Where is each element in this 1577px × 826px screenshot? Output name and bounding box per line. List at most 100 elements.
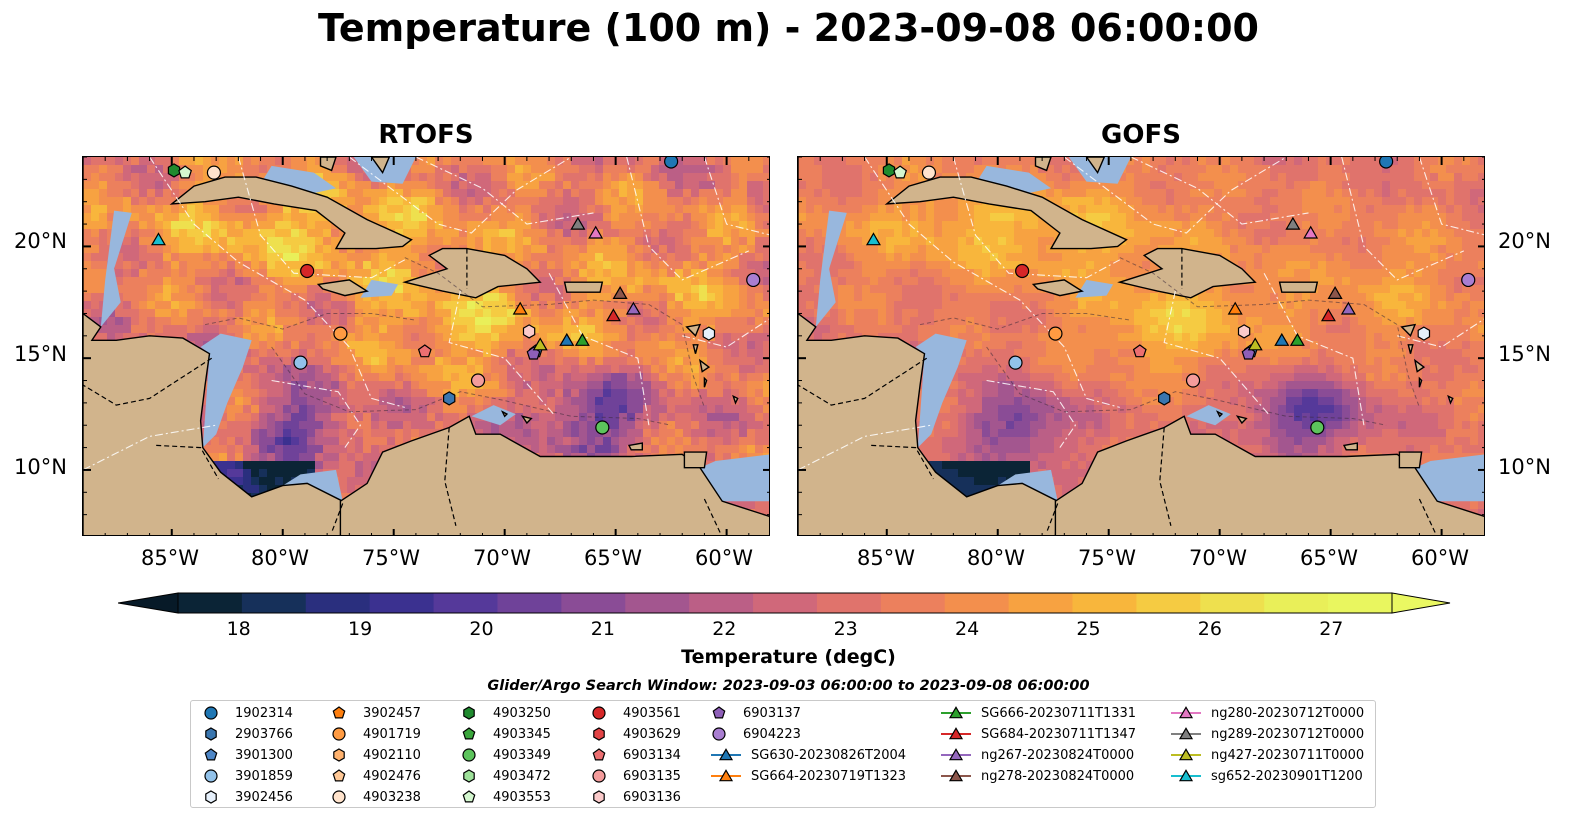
legend-label: 4903250: [493, 706, 551, 721]
lon-label-75w-left: 75°W: [362, 546, 420, 570]
lon-label-65w-right: 65°W: [1300, 546, 1358, 570]
marker-sg664-20230719t1323: [512, 301, 528, 315]
legend-circle-icon: [592, 706, 606, 720]
lat-label-20n-left: 20°N: [14, 229, 67, 253]
marker-sg666-20230711t1331: [1289, 332, 1305, 346]
legend-circle-icon: [332, 790, 346, 804]
land-cuba: [169, 176, 413, 250]
marker-4903250: [167, 163, 181, 178]
marker-4901719: [1048, 326, 1063, 341]
legend-line-triangle-icon: [941, 748, 971, 761]
lat-label-15n-left: 15°N: [14, 342, 67, 366]
legend-hexagon-icon: [205, 727, 217, 741]
marker-2903766: [1158, 391, 1171, 406]
legend-label: 4903238: [363, 790, 421, 805]
land-martinique: [1413, 358, 1426, 373]
lon-label-75w-right: 75°W: [1078, 546, 1136, 570]
legend-line-triangle-icon: [941, 769, 971, 782]
legend-label: 3902457: [363, 706, 421, 721]
colorbar: [118, 592, 1451, 614]
lon-label-60w-left: 60°W: [695, 546, 753, 570]
land-curacao: [1235, 415, 1248, 425]
colorbar-segment: [369, 593, 435, 613]
legend-line-triangle-icon: [1171, 706, 1201, 719]
land-hispaniola: [1117, 247, 1257, 299]
colorbar-tick: 22: [712, 618, 737, 640]
legend-pentagon-icon: [332, 706, 346, 719]
land-aruba: [1215, 410, 1224, 418]
legend-circle-icon: [332, 727, 346, 741]
legend-label: 4903553: [493, 790, 551, 805]
legend-label: 4903561: [623, 706, 681, 721]
legend-label: ng267-20230824T0000: [981, 748, 1135, 763]
panel-title-rtofs: RTOFS: [378, 120, 474, 150]
lon-label-65w-left: 65°W: [584, 546, 642, 570]
colorbar-tick: 18: [226, 618, 251, 640]
colorbar-label: Temperature (degC): [681, 646, 896, 668]
legend-line-triangle-icon: [941, 706, 971, 719]
marker-6904223: [1461, 272, 1476, 288]
marker-ng289-20230712t0000: [1285, 216, 1301, 230]
colorbar-tick: 21: [590, 618, 615, 640]
colorbar-segment: [1072, 593, 1138, 613]
colorbar-tick: 24: [955, 618, 980, 640]
marker-ng278-20230824t0000: [612, 286, 628, 299]
land-guadeloupe: [685, 323, 702, 338]
land-bahamas1: [1085, 157, 1106, 175]
marker-sg652-20230901t1200: [150, 232, 166, 246]
legend-circle-icon: [204, 769, 218, 783]
legend-label: 3901859: [235, 769, 293, 784]
land-margarita: [627, 442, 643, 451]
land-hispaniola: [402, 247, 542, 299]
marker-3902456: [1417, 326, 1431, 341]
legend-hexagon-icon: [463, 706, 475, 720]
legend-hexagon-icon: [205, 790, 217, 804]
land-puerto-rico: [563, 281, 604, 293]
marker-sg664-20230719t1323: [1227, 301, 1243, 315]
legend-circle-icon: [204, 706, 218, 720]
legend-hexagon-icon: [333, 748, 345, 762]
legend-pentagon-icon: [332, 769, 346, 782]
land-aruba: [500, 410, 509, 418]
colorbar-tick: 19: [348, 618, 373, 640]
marker-ng427-20230711t0000: [532, 337, 548, 351]
marker-sg630-20230826t2004: [1274, 332, 1290, 346]
colorbar-segment: [1136, 593, 1201, 613]
legend-pentagon-icon: [592, 748, 606, 761]
marker-4903349: [1310, 420, 1325, 435]
legend-label: 4901719: [363, 727, 421, 742]
marker-4903553: [178, 165, 193, 179]
marker-4903238: [206, 165, 222, 180]
legend-label: sg652-20230901T1200: [1211, 769, 1363, 784]
land-trinidad: [1398, 451, 1423, 469]
marker-ng267-20230824t0000: [625, 301, 641, 315]
marker-4903238: [921, 165, 937, 180]
legend-label: 6903137: [743, 706, 801, 721]
marker-6903135: [1185, 373, 1201, 388]
lat-label-10n-right: 10°N: [1498, 455, 1551, 479]
legend-label: 4902110: [363, 748, 421, 763]
colorbar-segment: [561, 593, 626, 613]
legend-label: ng289-20230712T0000: [1211, 727, 1365, 742]
panel-title-gofs: GOFS: [1101, 120, 1181, 150]
legend-line-triangle-icon: [941, 727, 971, 740]
lon-label-70w-left: 70°W: [473, 546, 531, 570]
lon-label-60w-right: 60°W: [1411, 546, 1469, 570]
marker-6903134: [417, 344, 432, 358]
marker-ng267-20230824t0000: [1340, 301, 1356, 315]
legend-label: 6903136: [623, 790, 681, 805]
colorbar-segment: [497, 593, 562, 613]
legend-line-triangle-icon: [711, 748, 741, 761]
colorbar-tick: 20: [469, 618, 494, 640]
colorbar-tick: 26: [1197, 618, 1222, 640]
marker-sg684-20230711t1347: [605, 308, 621, 322]
land-barbados: [1447, 394, 1454, 405]
land-andros: [319, 157, 337, 172]
colorbar-segment: [305, 593, 371, 613]
land-stlucia: [703, 376, 708, 388]
marker-ng280-20230712t0000: [1303, 225, 1319, 239]
marker-6903134: [1132, 344, 1147, 358]
marker-sg652-20230901t1200: [865, 232, 881, 246]
marker-3901859: [293, 355, 308, 370]
legend-label: 4903349: [493, 748, 551, 763]
